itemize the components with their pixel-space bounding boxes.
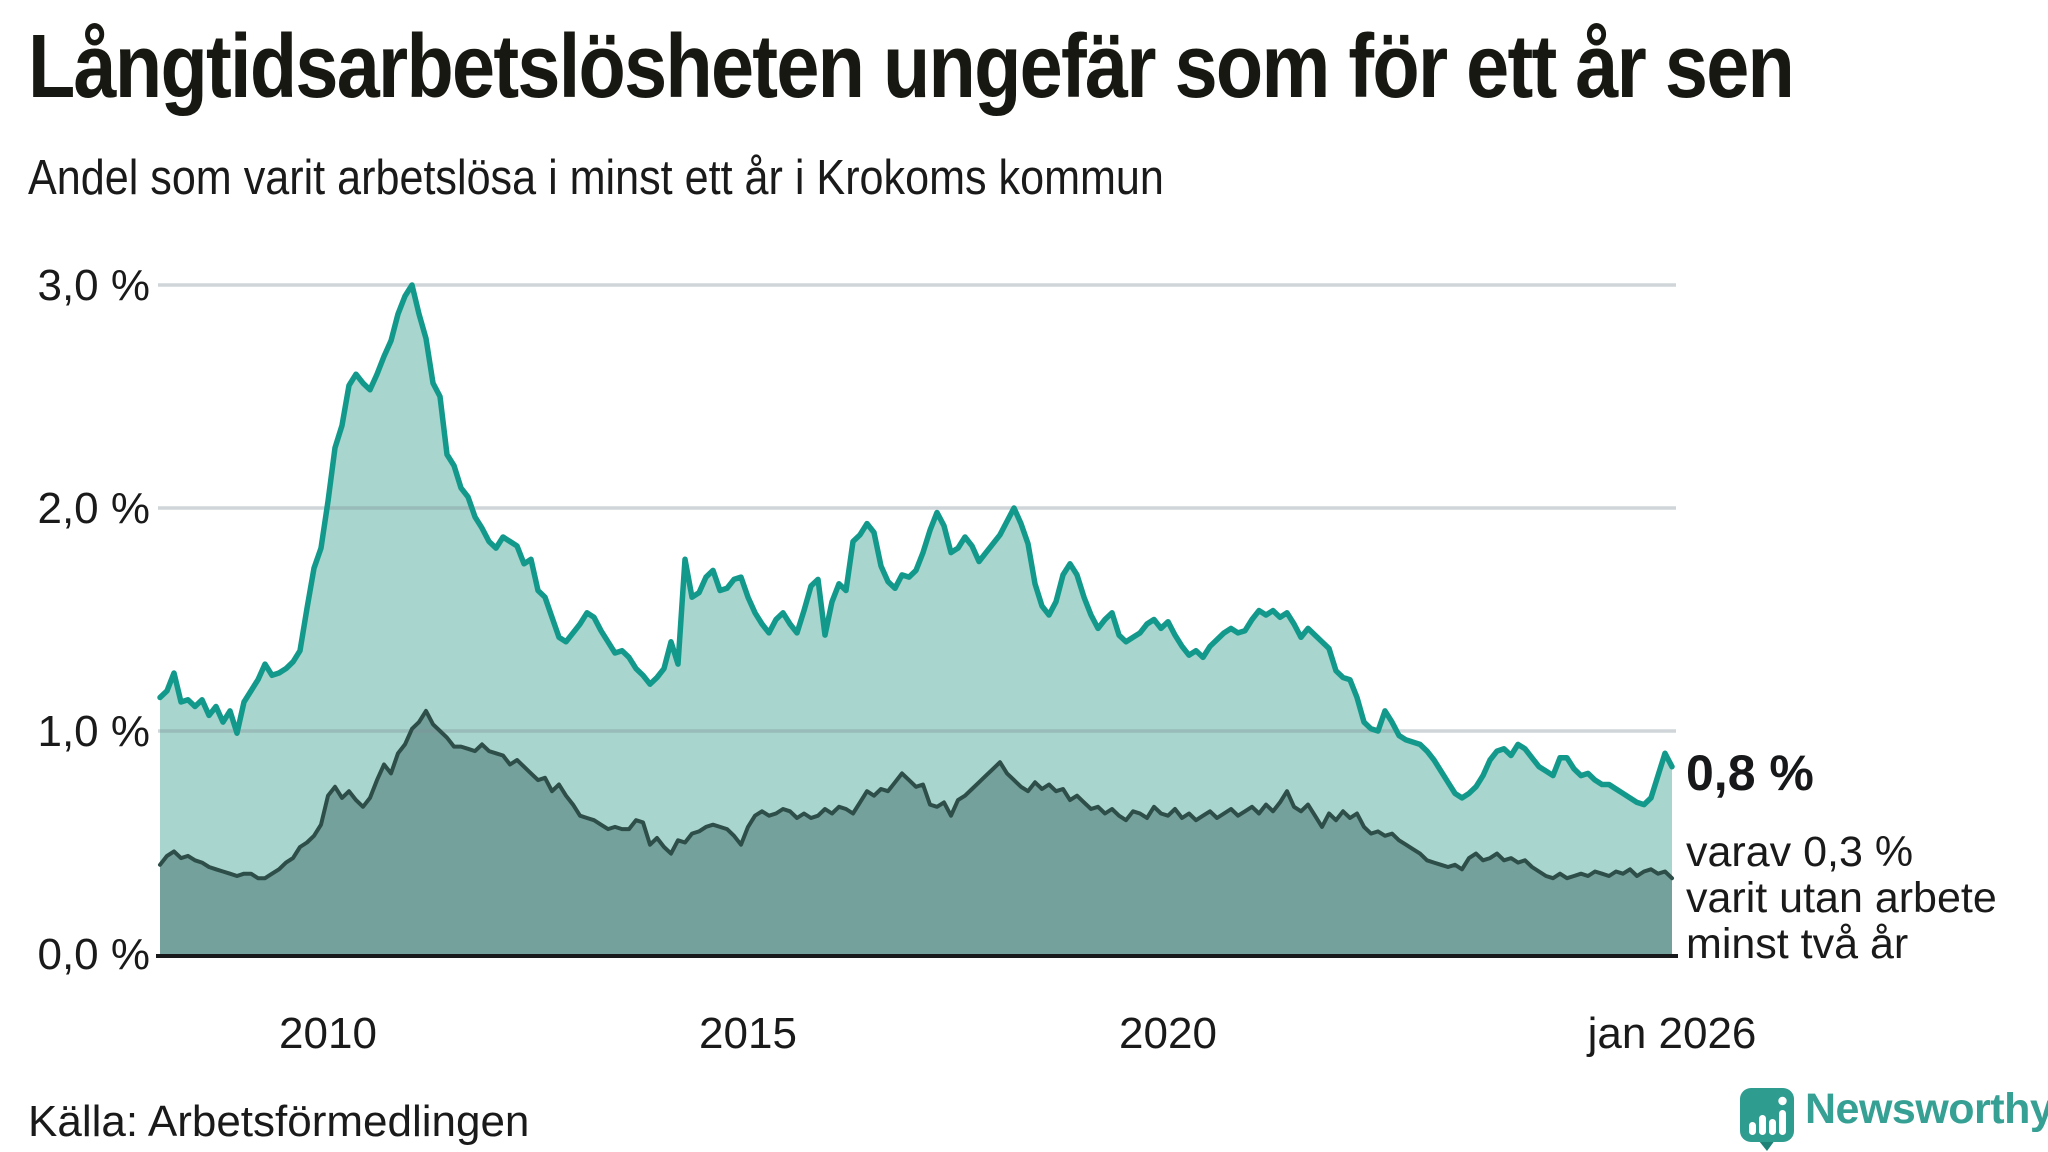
sub-annotation-line2: varit utan arbete bbox=[1686, 874, 1997, 922]
newsworthy-logo: Newsworthy bbox=[1738, 1086, 2048, 1152]
x-tick-label: 2020 bbox=[1119, 1009, 1217, 1058]
x-tick-label: jan 2026 bbox=[1586, 1009, 1757, 1058]
plot-area: 0,0 % 1,0 % 2,0 % 3,0 % 2010 2015 2020 jan 202… bbox=[37, 261, 1756, 1058]
series-line-minst-tva-ar bbox=[158, 708, 1674, 881]
sub-annotation: varav 0,3 % varit utan arbete minst två … bbox=[1686, 829, 1997, 967]
x-tick-label: 2015 bbox=[699, 1009, 797, 1058]
page-subtitle: Andel som varit arbetslösa i minst ett å… bbox=[28, 151, 1164, 205]
newsworthy-logo-text: Newsworthy bbox=[1805, 1085, 2048, 1133]
page-title: Långtidsarbetslösheten ungefär som för e… bbox=[28, 17, 1795, 117]
y-tick-label: 2,0 % bbox=[37, 484, 150, 533]
y-axis-tick-labels: 0,0 % 1,0 % 2,0 % 3,0 % bbox=[37, 261, 150, 979]
y-tick-label: 3,0 % bbox=[37, 261, 150, 310]
x-axis-tick-labels: 2010 2015 2020 jan 2026 bbox=[279, 1009, 1756, 1058]
y-tick-label: 0,0 % bbox=[37, 930, 150, 979]
sub-annotation-line3: minst två år bbox=[1686, 920, 1909, 968]
sub-annotation-line1: varav 0,3 % bbox=[1686, 828, 1914, 876]
area-fill-minst-tva-ar bbox=[160, 710, 1672, 954]
x-tick-label: 2010 bbox=[279, 1009, 377, 1058]
source-line: Källa: Arbetsförmedlingen bbox=[28, 1097, 530, 1146]
end-value-annotation: 0,8 % bbox=[1686, 745, 1814, 801]
y-tick-label: 1,0 % bbox=[37, 707, 150, 756]
newsworthy-logo-icon bbox=[1740, 1088, 1794, 1151]
series-line-minst-ett-ar bbox=[157, 282, 1675, 808]
